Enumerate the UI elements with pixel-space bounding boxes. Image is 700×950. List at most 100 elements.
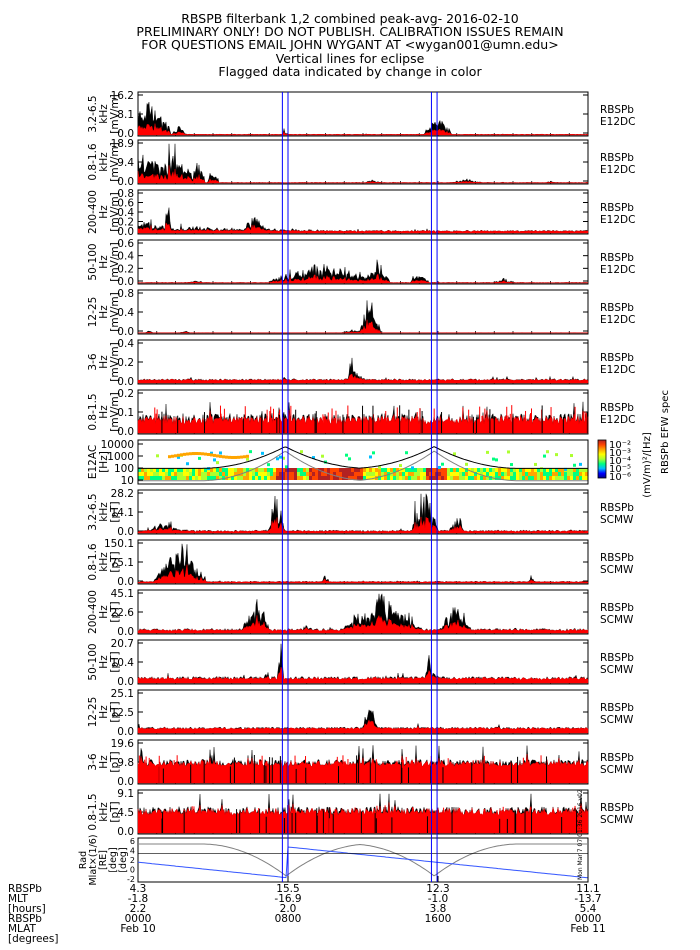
y-tick-label: 25.1: [111, 688, 134, 700]
spectrogram-cell: [198, 452, 201, 456]
spectrogram-cell: [564, 476, 567, 480]
panel-tag-instrument: E12DC: [600, 414, 635, 426]
spectrogram-cell: [384, 468, 387, 472]
spectrogram-cell: [474, 468, 477, 472]
spectrogram-cell: [447, 476, 450, 480]
spectrogram-cell: [300, 472, 303, 476]
y-axis-label: 12-25: [87, 297, 99, 328]
spectrogram-cell: [234, 476, 237, 480]
x-axis-row-label: MLAT: [8, 923, 37, 935]
spectrogram-cell: [465, 472, 468, 476]
spectrogram-cell: [198, 476, 201, 480]
y-tick-label: 28.2: [111, 488, 134, 500]
y-axis-label: [pT]: [109, 501, 121, 522]
spectrogram-cell: [273, 472, 276, 476]
spectrogram-cell: [204, 468, 207, 472]
spectrogram-cell: [465, 468, 468, 472]
spectrogram-cell: [147, 472, 150, 476]
spectrogram-cell: [222, 472, 225, 476]
spectrogram-cell: [339, 476, 342, 480]
y-tick-label: 0.8: [117, 288, 134, 300]
spectrogram-cell: [213, 453, 216, 457]
y-tick-label: 9.4: [117, 157, 134, 169]
y-tick-label: 10000: [101, 439, 134, 451]
y-axis-label: [Hz]: [98, 451, 110, 473]
y-axis-label: [pT]: [109, 651, 121, 672]
spectrogram-cell: [348, 476, 351, 480]
spectrogram-cell: [384, 476, 387, 480]
spectrogram-cell: [234, 472, 237, 476]
spectrogram-cell: [153, 476, 156, 480]
spectrogram-cell: [162, 472, 165, 476]
spectrogram-cell: [438, 472, 441, 476]
panel-tag-instrument: E12DC: [600, 364, 635, 376]
spectrogram-cell: [507, 450, 510, 454]
spectrogram-cell: [402, 472, 405, 476]
ephemeris-radius-line: [138, 843, 588, 877]
spectrogram-cell: [414, 476, 417, 480]
spectrogram-cell: [303, 472, 306, 476]
spectrogram-cell: [480, 476, 483, 480]
panel-tag-instrument: SCMW: [600, 564, 634, 576]
spectrogram-cell: [402, 476, 405, 480]
y-axis-label: Hz: [98, 655, 110, 669]
spectrogram-cell: [438, 476, 441, 480]
spectrogram-cell: [264, 476, 267, 480]
spectrogram-cell: [579, 468, 582, 472]
panel-tag-spacecraft: RBSPb: [600, 552, 634, 564]
panel-tag-instrument: E12DC: [600, 164, 635, 176]
spectrogram-cell: [186, 452, 189, 456]
spectrogram-cell: [273, 476, 276, 480]
spectrogram-cell: [450, 468, 453, 472]
y-tick-label: 0.1: [117, 407, 134, 419]
spectrogram-cell: [195, 468, 198, 472]
spectrogram-cell: [570, 468, 573, 472]
spectrogram-cell: [564, 472, 567, 476]
x-tick-label: 12.3: [426, 883, 449, 895]
spectrogram-cell: [270, 472, 273, 476]
spectrogram-cell: [468, 468, 471, 472]
series-peak: [137, 643, 589, 684]
spectrogram-cell: [486, 450, 489, 454]
spectrogram-cell: [219, 451, 222, 455]
spectrogram-cell: [450, 472, 453, 476]
spectrogram-cell: [213, 476, 216, 480]
spectrogram-cell: [537, 476, 540, 480]
spectrogram-cell: [174, 468, 177, 472]
y-tick-label: 9.1: [117, 788, 134, 800]
spectrogram-cell: [240, 468, 243, 472]
series-avg: [137, 319, 589, 334]
panel-frame: [137, 639, 589, 685]
y-tick-label: 0.6: [117, 238, 134, 250]
series-peak: [137, 493, 589, 534]
x-tick-label: 1600: [425, 913, 452, 925]
spectrogram-cell: [246, 457, 249, 461]
x-tick-label: Feb 11: [570, 923, 605, 935]
spectrogram-cell: [540, 476, 543, 480]
panel-frame: [137, 139, 589, 185]
spectrogram-cell: [537, 468, 540, 472]
spectrogram-cell: [369, 476, 372, 480]
spectrogram-cell: [282, 476, 285, 480]
spectrogram-cell: [192, 452, 195, 456]
spectrogram-cell: [369, 468, 372, 472]
spectrogram-cell: [255, 476, 258, 480]
spectrogram-cell: [453, 476, 456, 480]
spectrogram-cell: [384, 472, 387, 476]
y-tick-label: 0.4: [117, 251, 134, 263]
spectrogram-cell: [171, 472, 174, 476]
panel-tag-instrument: E12DC: [600, 116, 635, 128]
spectrogram-cell: [459, 476, 462, 480]
spectrogram-cell: [192, 472, 195, 476]
spectrogram-cell: [372, 451, 375, 455]
y-axis-label: [mV/m]: [109, 292, 121, 331]
spectrogram-cell: [222, 476, 225, 480]
spectrogram-cell: [309, 472, 312, 476]
panel-frame: [137, 189, 589, 235]
y-axis-label: 200-400: [87, 590, 99, 634]
spectrogram-cell: [423, 476, 426, 480]
spectrogram-cell: [522, 476, 525, 480]
spectrogram-cell: [321, 476, 324, 480]
spectrogram-cell: [231, 468, 234, 472]
